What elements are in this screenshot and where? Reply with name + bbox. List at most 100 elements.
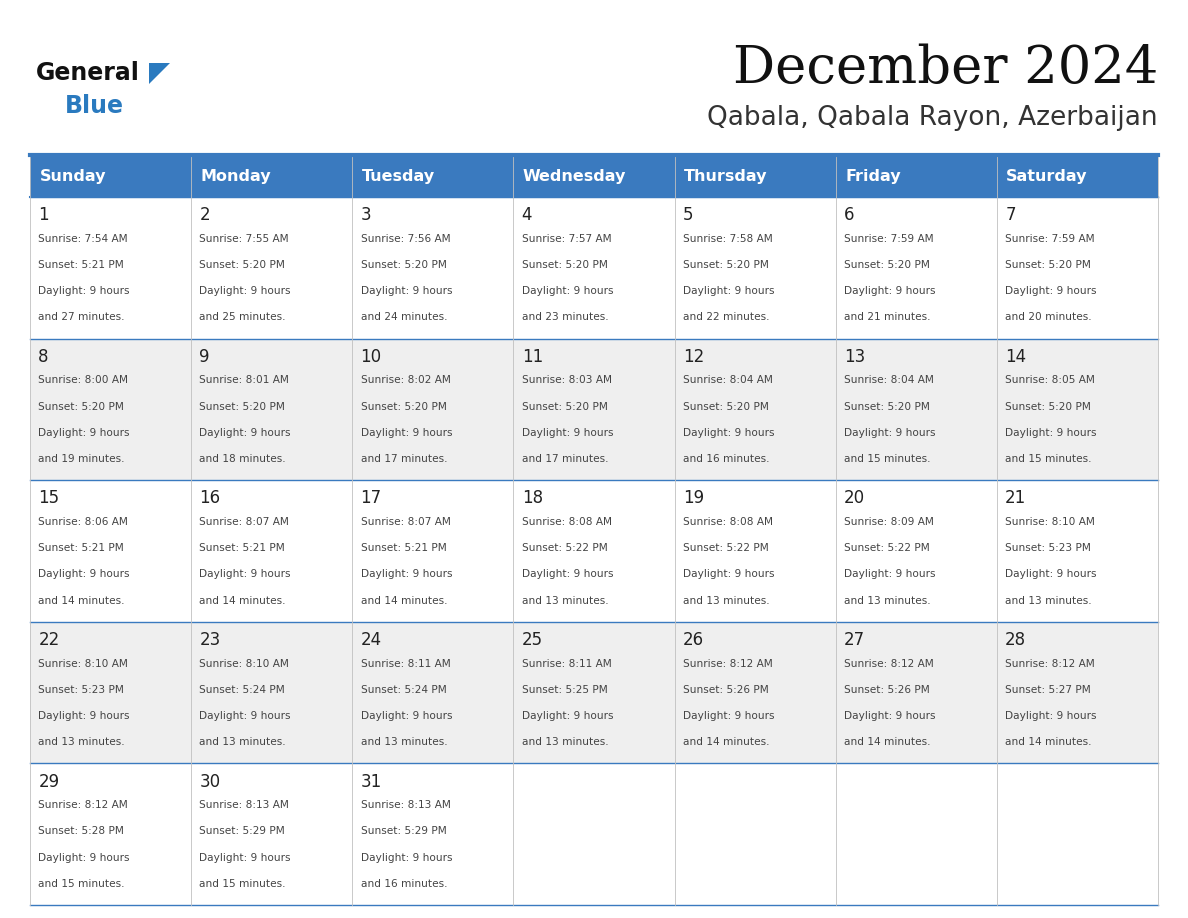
Text: and 15 minutes.: and 15 minutes.	[1005, 453, 1092, 464]
Bar	[997, 764, 1158, 905]
Text: and 14 minutes.: and 14 minutes.	[361, 596, 447, 606]
Text: Daylight: 9 hours: Daylight: 9 hours	[683, 428, 775, 438]
Bar	[675, 764, 835, 905]
Bar	[997, 155, 1158, 197]
Text: Sunset: 5:21 PM: Sunset: 5:21 PM	[38, 260, 124, 270]
Bar	[30, 339, 191, 480]
Text: Daylight: 9 hours: Daylight: 9 hours	[683, 711, 775, 721]
Text: Sunrise: 8:04 AM: Sunrise: 8:04 AM	[683, 375, 772, 386]
Bar	[513, 621, 675, 764]
Text: Sunset: 5:20 PM: Sunset: 5:20 PM	[200, 401, 285, 411]
Bar	[30, 480, 191, 621]
Text: Daylight: 9 hours: Daylight: 9 hours	[1005, 711, 1097, 721]
Text: Sunset: 5:23 PM: Sunset: 5:23 PM	[1005, 543, 1091, 554]
Text: Sunset: 5:21 PM: Sunset: 5:21 PM	[200, 543, 285, 554]
Text: Daylight: 9 hours: Daylight: 9 hours	[38, 286, 129, 297]
Text: Sunset: 5:20 PM: Sunset: 5:20 PM	[1005, 401, 1091, 411]
Text: Sunrise: 7:59 AM: Sunrise: 7:59 AM	[1005, 234, 1095, 243]
Text: Sunrise: 8:10 AM: Sunrise: 8:10 AM	[38, 658, 128, 668]
Bar	[30, 197, 191, 339]
Text: and 15 minutes.: and 15 minutes.	[843, 453, 930, 464]
Text: Daylight: 9 hours: Daylight: 9 hours	[38, 853, 129, 863]
Text: and 14 minutes.: and 14 minutes.	[38, 596, 125, 606]
Text: Saturday: Saturday	[1006, 169, 1088, 184]
Bar	[353, 197, 513, 339]
Text: Daylight: 9 hours: Daylight: 9 hours	[38, 711, 129, 721]
Text: Sunrise: 8:12 AM: Sunrise: 8:12 AM	[1005, 658, 1095, 668]
Text: and 17 minutes.: and 17 minutes.	[522, 453, 608, 464]
Text: and 16 minutes.: and 16 minutes.	[683, 453, 770, 464]
Text: 15: 15	[38, 489, 59, 508]
Text: Sunrise: 8:13 AM: Sunrise: 8:13 AM	[361, 800, 450, 810]
Text: and 13 minutes.: and 13 minutes.	[522, 596, 608, 606]
Text: 23: 23	[200, 631, 221, 649]
Text: 14: 14	[1005, 348, 1026, 365]
Text: 5: 5	[683, 207, 694, 224]
Bar	[997, 339, 1158, 480]
Text: and 13 minutes.: and 13 minutes.	[38, 737, 125, 747]
Text: Daylight: 9 hours: Daylight: 9 hours	[522, 711, 613, 721]
Text: Daylight: 9 hours: Daylight: 9 hours	[683, 569, 775, 579]
Text: and 14 minutes.: and 14 minutes.	[1005, 737, 1092, 747]
Text: General: General	[36, 62, 140, 85]
Text: Sunset: 5:29 PM: Sunset: 5:29 PM	[200, 826, 285, 836]
Text: 31: 31	[361, 773, 381, 790]
Text: and 27 minutes.: and 27 minutes.	[38, 312, 125, 322]
Text: 3: 3	[361, 207, 371, 224]
Text: Sunrise: 8:12 AM: Sunrise: 8:12 AM	[38, 800, 128, 810]
Text: Sunrise: 8:13 AM: Sunrise: 8:13 AM	[200, 800, 290, 810]
Text: Daylight: 9 hours: Daylight: 9 hours	[683, 286, 775, 297]
Bar	[835, 764, 997, 905]
Text: Daylight: 9 hours: Daylight: 9 hours	[38, 428, 129, 438]
Text: Daylight: 9 hours: Daylight: 9 hours	[200, 853, 291, 863]
Text: and 13 minutes.: and 13 minutes.	[200, 737, 286, 747]
Text: 19: 19	[683, 489, 704, 508]
Text: Sunrise: 8:10 AM: Sunrise: 8:10 AM	[200, 658, 290, 668]
Text: 26: 26	[683, 631, 704, 649]
Bar	[675, 197, 835, 339]
Bar	[835, 480, 997, 621]
Text: Daylight: 9 hours: Daylight: 9 hours	[843, 711, 935, 721]
Text: and 21 minutes.: and 21 minutes.	[843, 312, 930, 322]
Text: and 14 minutes.: and 14 minutes.	[683, 737, 770, 747]
Text: Sunrise: 8:11 AM: Sunrise: 8:11 AM	[361, 658, 450, 668]
Text: Sunrise: 8:08 AM: Sunrise: 8:08 AM	[522, 517, 612, 527]
Bar	[835, 155, 997, 197]
Text: Daylight: 9 hours: Daylight: 9 hours	[200, 711, 291, 721]
Bar	[513, 339, 675, 480]
Text: Qabala, Qabala Rayon, Azerbaijan: Qabala, Qabala Rayon, Azerbaijan	[707, 105, 1158, 130]
Text: Tuesday: Tuesday	[362, 169, 435, 184]
Text: Sunset: 5:20 PM: Sunset: 5:20 PM	[361, 401, 447, 411]
Bar	[191, 480, 353, 621]
Text: 28: 28	[1005, 631, 1026, 649]
Text: Sunrise: 8:05 AM: Sunrise: 8:05 AM	[1005, 375, 1095, 386]
Text: Sunset: 5:26 PM: Sunset: 5:26 PM	[843, 685, 930, 695]
Bar	[30, 155, 191, 197]
Bar	[675, 155, 835, 197]
Bar	[835, 621, 997, 764]
Text: and 15 minutes.: and 15 minutes.	[200, 879, 286, 889]
Text: December 2024: December 2024	[733, 43, 1158, 95]
Bar	[191, 197, 353, 339]
Text: 17: 17	[361, 489, 381, 508]
Text: and 16 minutes.: and 16 minutes.	[361, 879, 447, 889]
Text: Daylight: 9 hours: Daylight: 9 hours	[843, 428, 935, 438]
Text: and 13 minutes.: and 13 minutes.	[522, 737, 608, 747]
Text: Daylight: 9 hours: Daylight: 9 hours	[200, 569, 291, 579]
Text: Sunset: 5:21 PM: Sunset: 5:21 PM	[38, 543, 124, 554]
Text: and 15 minutes.: and 15 minutes.	[38, 879, 125, 889]
Text: Sunday: Sunday	[39, 169, 106, 184]
Bar	[191, 155, 353, 197]
Text: 11: 11	[522, 348, 543, 365]
Bar	[675, 621, 835, 764]
Text: Sunset: 5:20 PM: Sunset: 5:20 PM	[200, 260, 285, 270]
Text: Daylight: 9 hours: Daylight: 9 hours	[361, 711, 453, 721]
Text: Sunset: 5:24 PM: Sunset: 5:24 PM	[361, 685, 447, 695]
Text: Sunset: 5:22 PM: Sunset: 5:22 PM	[522, 543, 607, 554]
Text: 8: 8	[38, 348, 49, 365]
Bar	[30, 764, 191, 905]
Text: Daylight: 9 hours: Daylight: 9 hours	[522, 569, 613, 579]
Bar	[353, 621, 513, 764]
Text: 29: 29	[38, 773, 59, 790]
Text: Sunset: 5:26 PM: Sunset: 5:26 PM	[683, 685, 769, 695]
